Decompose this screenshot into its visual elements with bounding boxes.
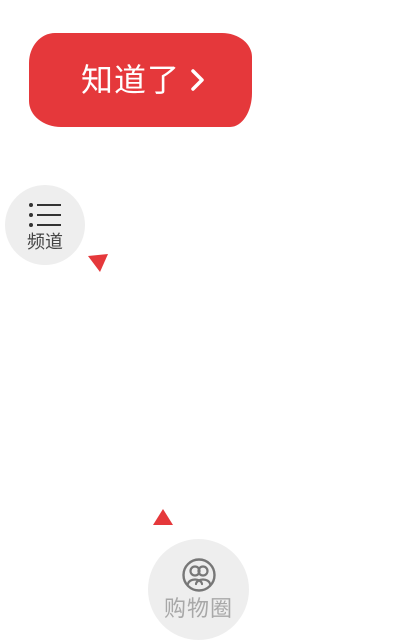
shopping-circle-label: 购物圈: [163, 597, 233, 622]
shopping-circle-button[interactable]: 购物圈: [148, 539, 249, 640]
list-icon: [29, 203, 61, 227]
people-circle-icon: [181, 558, 216, 592]
got-it-label: 知道了: [80, 61, 180, 99]
pointer-triangle-icon: [88, 254, 108, 272]
channel-button[interactable]: 频道: [5, 185, 85, 265]
got-it-button[interactable]: 知道了: [29, 33, 252, 127]
chevron-right-icon: [191, 69, 204, 91]
got-it-content: 知道了: [81, 64, 206, 96]
channel-label: 频道: [27, 232, 63, 253]
pointer-triangle-icon: [153, 509, 173, 525]
